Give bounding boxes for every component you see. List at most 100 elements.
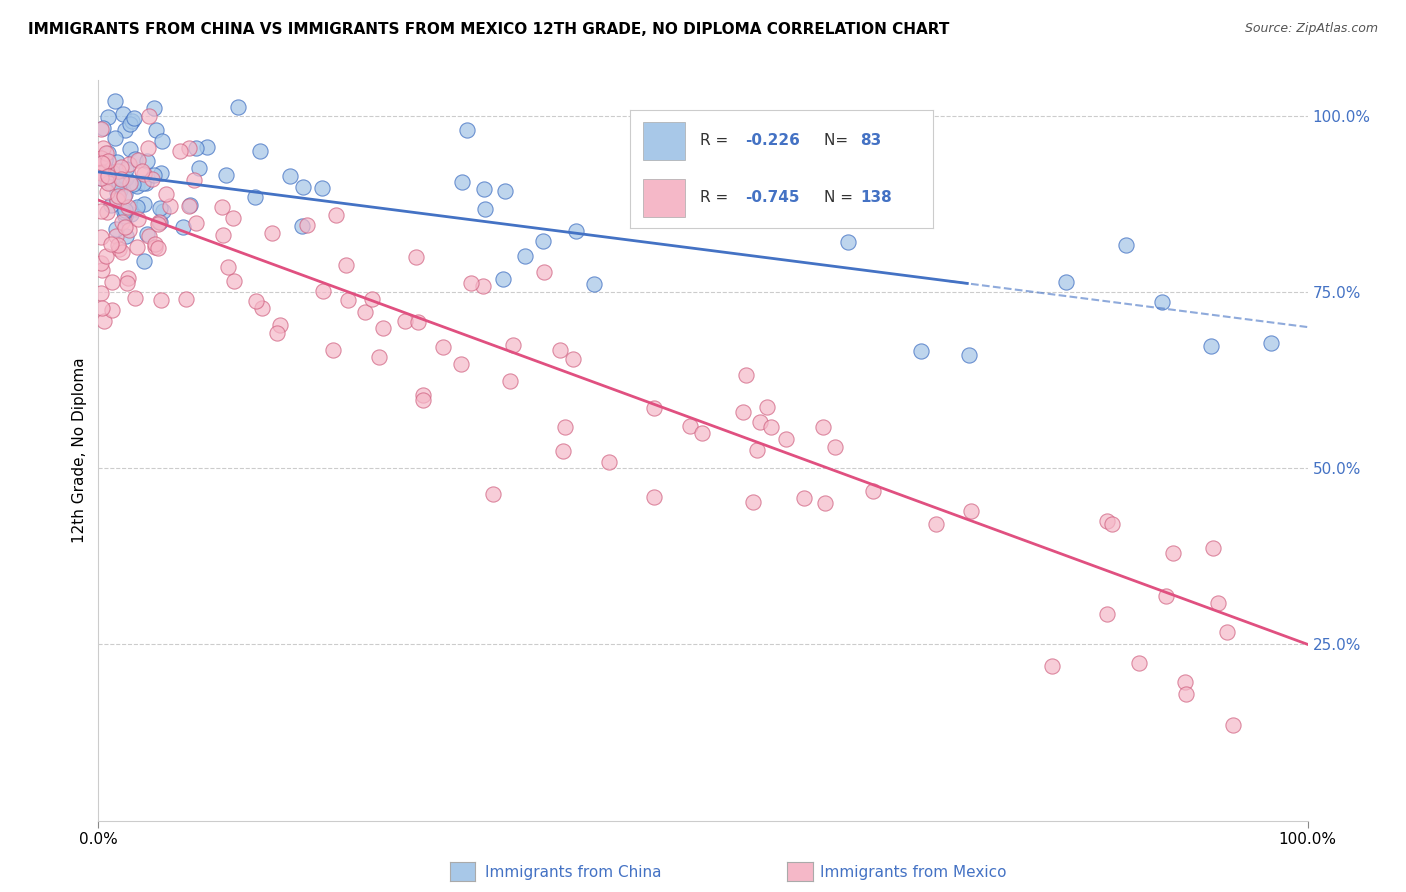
Point — [690, 425, 713, 440]
Point — [472, 278, 495, 293]
Point — [122, 177, 145, 191]
Point — [96, 185, 118, 199]
Point — [107, 237, 129, 252]
Point — [1152, 295, 1174, 310]
Point — [1154, 589, 1177, 603]
Point — [222, 211, 245, 226]
Point — [117, 270, 139, 285]
Point — [1101, 516, 1123, 531]
Point — [134, 197, 156, 211]
Point — [408, 316, 430, 330]
Point — [91, 165, 114, 179]
Point — [1216, 625, 1239, 640]
Point — [322, 343, 344, 357]
Text: Source: ZipAtlas.com: Source: ZipAtlas.com — [1244, 22, 1378, 36]
Point — [598, 455, 620, 469]
Point — [90, 285, 112, 300]
Point — [412, 392, 434, 407]
Point — [226, 99, 249, 113]
Point — [115, 161, 138, 176]
Point — [120, 142, 142, 156]
Point — [141, 172, 163, 186]
Point — [472, 182, 495, 196]
Point — [502, 338, 524, 352]
Point — [1202, 541, 1225, 556]
Point — [222, 274, 245, 288]
Point — [1054, 275, 1077, 289]
Point — [533, 265, 555, 279]
Point — [114, 209, 136, 223]
Point — [862, 484, 884, 499]
Point — [100, 237, 122, 252]
Point — [149, 293, 172, 307]
Point — [311, 181, 333, 195]
Point — [432, 341, 454, 355]
Point — [169, 144, 191, 158]
Point — [136, 141, 159, 155]
Point — [104, 228, 127, 243]
Point — [312, 284, 335, 298]
Point — [120, 117, 142, 131]
Point — [188, 161, 211, 176]
Point — [121, 113, 143, 128]
Point — [494, 184, 516, 198]
Point — [107, 184, 129, 198]
Point — [118, 223, 141, 237]
Point — [90, 301, 112, 315]
Point — [101, 165, 124, 179]
Point — [131, 163, 153, 178]
Point — [132, 254, 155, 268]
Point — [217, 260, 239, 274]
Point — [94, 249, 117, 263]
Point — [290, 219, 312, 233]
Text: Immigrants from China: Immigrants from China — [485, 865, 662, 880]
Point — [107, 177, 129, 191]
Point — [679, 418, 702, 433]
Point — [93, 313, 115, 327]
Point — [960, 504, 983, 518]
Point — [104, 95, 127, 109]
Point — [135, 154, 157, 169]
Point — [491, 271, 513, 285]
Point — [111, 244, 134, 259]
Point — [371, 320, 394, 334]
Point — [91, 161, 114, 176]
Point — [93, 165, 115, 179]
Point — [957, 348, 980, 362]
Point — [474, 202, 496, 216]
Point — [143, 101, 166, 115]
Point — [179, 199, 201, 213]
Point — [124, 292, 146, 306]
Point — [741, 495, 763, 509]
Point — [734, 368, 756, 382]
Point — [105, 186, 128, 200]
Point — [159, 199, 181, 213]
Point — [553, 443, 575, 458]
Point — [100, 176, 122, 190]
Point — [761, 419, 783, 434]
Point — [155, 187, 177, 202]
Point — [115, 277, 138, 291]
Point — [104, 222, 127, 236]
Point — [97, 153, 120, 168]
Point — [90, 262, 112, 277]
Point — [148, 217, 170, 231]
Point — [135, 176, 157, 190]
Point — [127, 153, 149, 167]
Point — [793, 491, 815, 505]
Point — [460, 276, 482, 290]
Point — [361, 292, 384, 306]
Point — [910, 344, 932, 359]
Point — [134, 167, 156, 181]
Point — [412, 388, 434, 402]
Point — [111, 106, 134, 120]
Point — [97, 176, 120, 190]
Point — [325, 208, 347, 222]
Point — [111, 215, 134, 229]
Point — [149, 214, 172, 228]
Point — [120, 207, 142, 221]
Point — [138, 228, 160, 243]
Point — [1095, 514, 1118, 528]
Point — [114, 219, 136, 234]
Point — [93, 153, 115, 167]
